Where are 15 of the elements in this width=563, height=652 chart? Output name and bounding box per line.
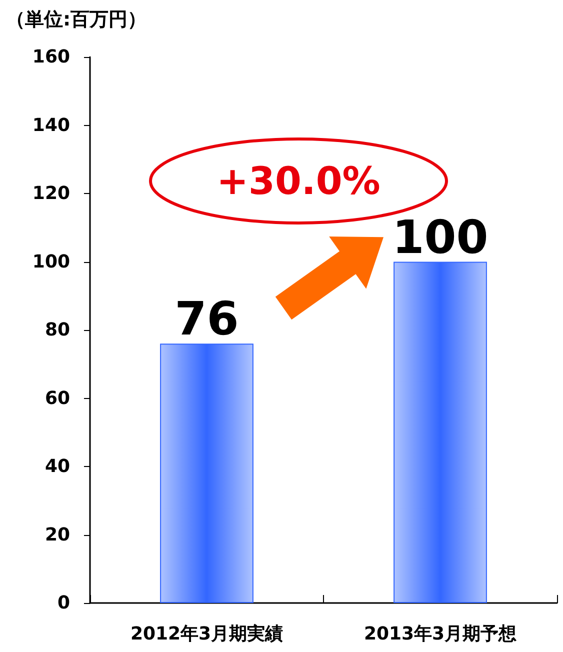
x-tick-label: 2013年3月期予想 [364, 624, 517, 644]
y-tick-label: 60 [44, 388, 70, 409]
y-tick-label: 0 [57, 592, 70, 614]
annotation: +30.0% [216, 158, 380, 203]
data-label: 76 [174, 292, 239, 346]
y-tick-label: 160 [32, 46, 70, 68]
y-tick-label: 120 [32, 183, 70, 204]
data-label: 100 [392, 210, 488, 264]
y-axis-title: （単位:百万円） [6, 8, 147, 30]
y-tick-label: 20 [44, 524, 70, 546]
y-tick-label: 140 [32, 114, 70, 136]
y-tick-label: 100 [32, 251, 70, 272]
y-tick-label: 40 [44, 456, 70, 477]
y-tick-label: 80 [44, 320, 70, 340]
x-tick-label: 2012年3月期実績 [130, 624, 284, 644]
